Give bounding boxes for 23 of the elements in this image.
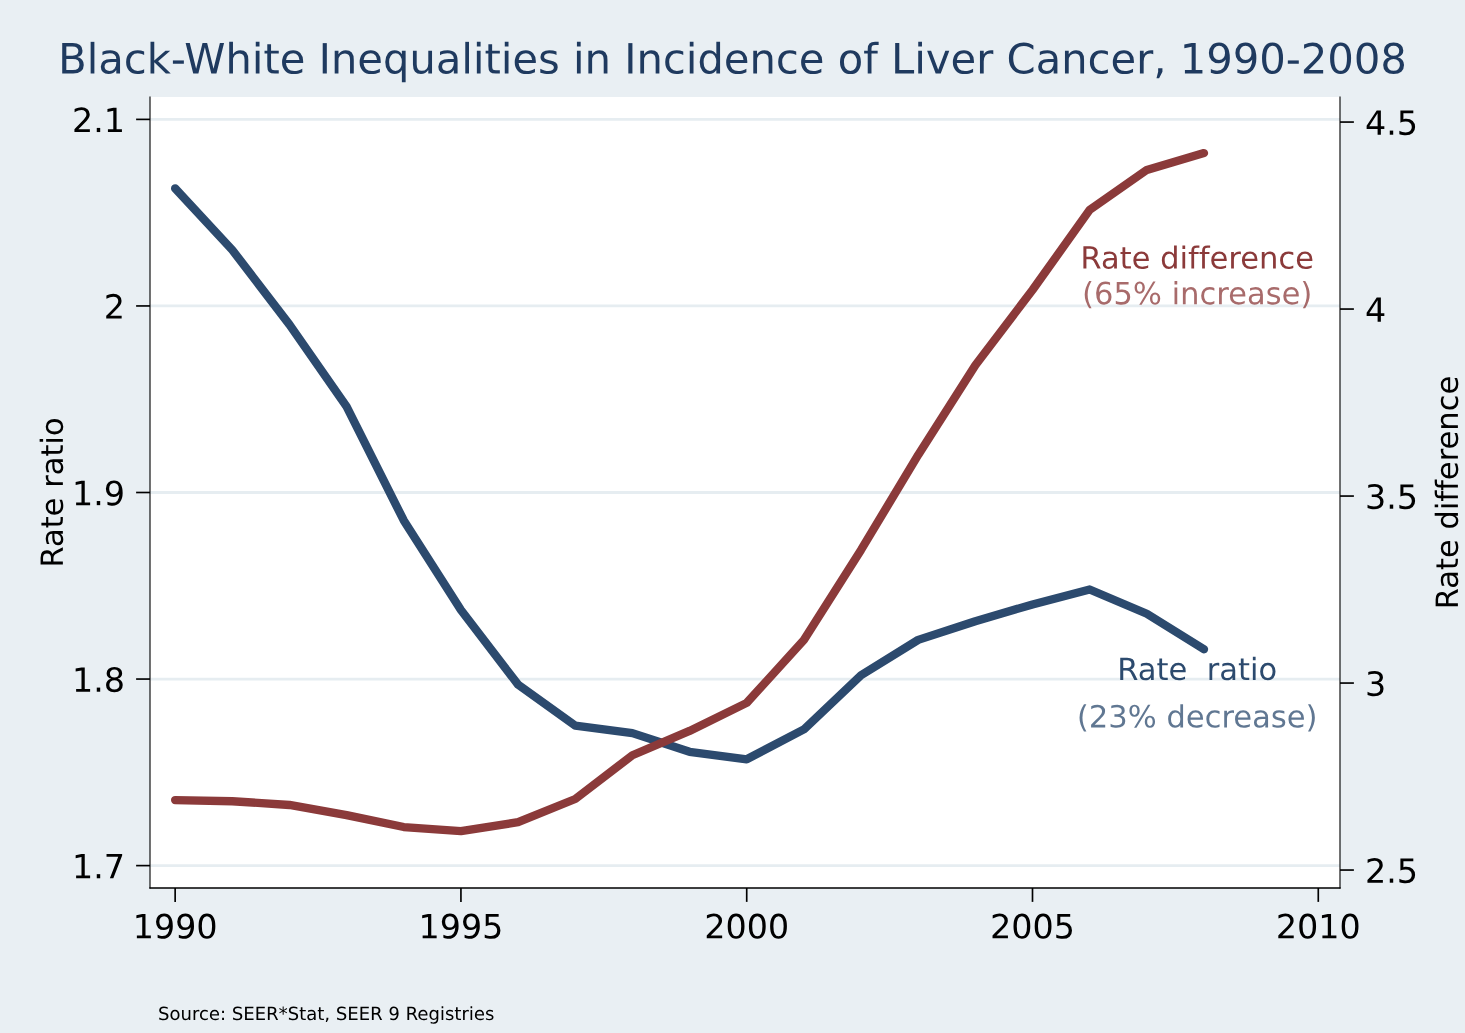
- x-tick-label: 2000: [706, 913, 787, 939]
- series-label: Rate ratio: [1120, 656, 1276, 681]
- y-tick-label: 1.9: [75, 480, 123, 506]
- series-label: Rate difference: [1083, 245, 1313, 270]
- y-tick-label: 1.8: [75, 666, 123, 693]
- x-tick-label: 2005: [992, 913, 1072, 939]
- x-tick-label: 2010: [1278, 913, 1359, 939]
- x-tick-label: 1995: [422, 913, 501, 939]
- y2-tick-label: 4.5: [1366, 110, 1416, 136]
- y2-tick-label: 3.5: [1367, 483, 1416, 510]
- y-tick-label: 2: [106, 293, 122, 319]
- chart-title: Black-White Inequalities in Incidence of Liver Cancer, 1990-2008: [62, 41, 1405, 83]
- y2-tick-label: 2.5: [1367, 857, 1416, 884]
- source-note: Source: SEER*Stat, SEER 9 Registries: [159, 1006, 494, 1024]
- y2-tick-label: 4: [1366, 297, 1385, 322]
- y2-axis-title: Rate difference: [1434, 377, 1459, 607]
- x-tick-label: 1990: [136, 913, 216, 939]
- y-axis-title: Rate ratio: [39, 419, 64, 565]
- y-tick-label: 2.1: [74, 107, 122, 133]
- y2-tick-label: 3: [1367, 670, 1384, 697]
- annotation: (23% decrease): [1079, 704, 1315, 732]
- y-tick-label: 1.7: [75, 853, 123, 879]
- annotation: (65% increase): [1084, 281, 1310, 309]
